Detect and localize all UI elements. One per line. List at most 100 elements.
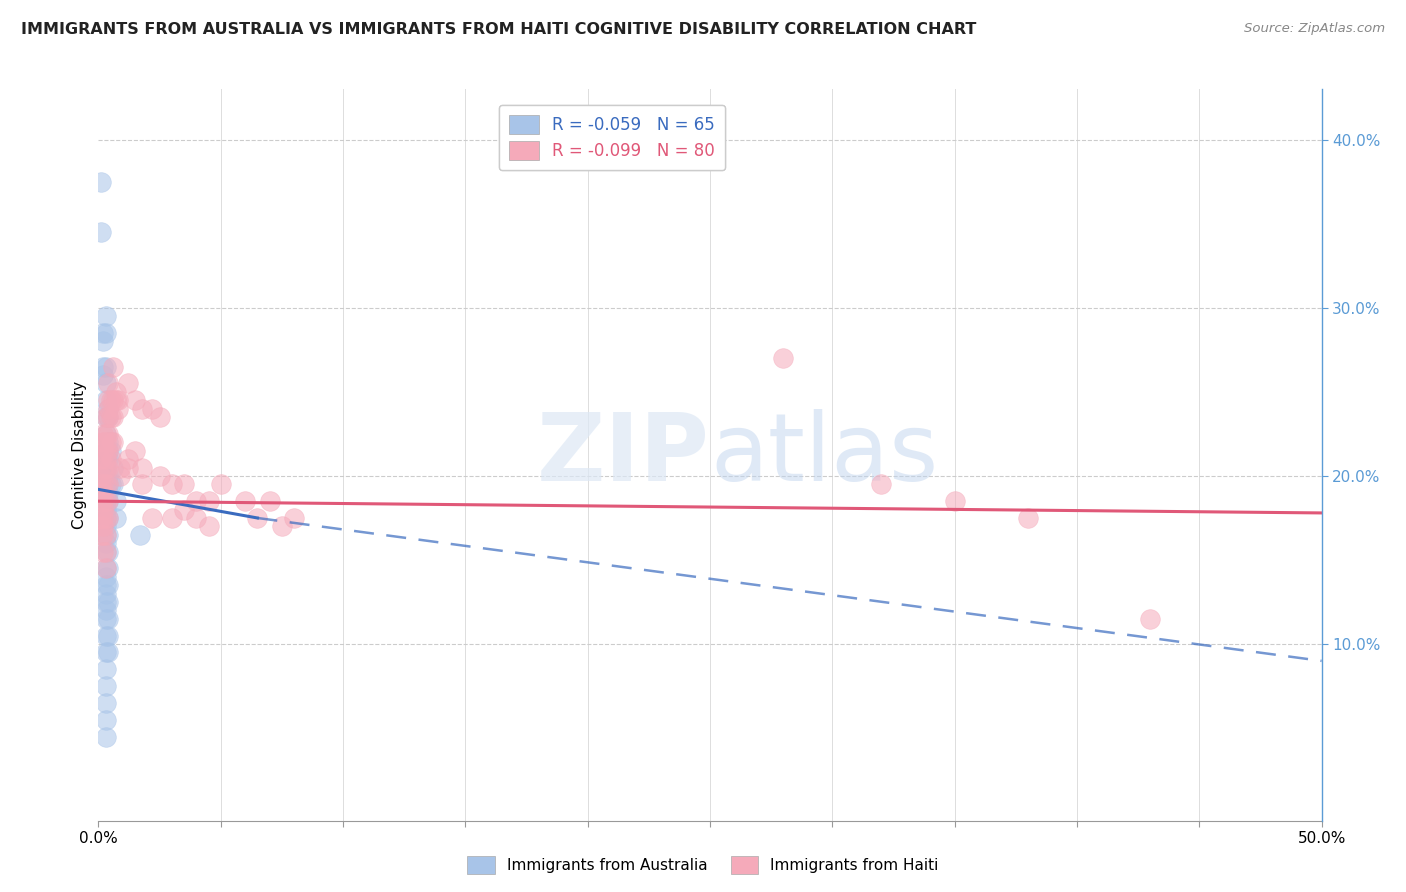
- Point: [97, 435, 120, 450]
- Point: [1017, 511, 1039, 525]
- Point: [90, 528, 112, 542]
- Point: [141, 401, 163, 416]
- Point: [173, 502, 195, 516]
- Point: [100, 435, 122, 450]
- Point: [97, 460, 120, 475]
- Point: [246, 511, 269, 525]
- Point: [97, 528, 120, 542]
- Point: [94, 452, 117, 467]
- Point: [94, 561, 117, 575]
- Point: [90, 469, 112, 483]
- Point: [94, 511, 117, 525]
- Point: [772, 351, 794, 366]
- Point: [186, 511, 208, 525]
- Point: [91, 326, 114, 340]
- Point: [91, 511, 114, 525]
- Point: [97, 494, 120, 508]
- Point: [94, 536, 117, 550]
- Point: [124, 393, 146, 408]
- Point: [94, 485, 117, 500]
- Point: [97, 401, 120, 416]
- Point: [94, 544, 117, 558]
- Point: [90, 175, 112, 189]
- Point: [97, 426, 120, 441]
- Point: [94, 578, 117, 592]
- Point: [94, 460, 117, 475]
- Point: [160, 477, 183, 491]
- Text: atlas: atlas: [710, 409, 938, 501]
- Point: [149, 410, 172, 425]
- Point: [94, 494, 117, 508]
- Point: [129, 528, 152, 542]
- Point: [94, 393, 117, 408]
- Point: [90, 494, 112, 508]
- Point: [97, 612, 120, 626]
- Point: [107, 401, 129, 416]
- Point: [94, 410, 117, 425]
- Point: [97, 477, 120, 491]
- Point: [97, 544, 120, 558]
- Point: [94, 502, 117, 516]
- Point: [91, 528, 114, 542]
- Point: [94, 595, 117, 609]
- Point: [97, 595, 120, 609]
- Point: [197, 494, 219, 508]
- Point: [94, 376, 117, 391]
- Point: [233, 494, 256, 508]
- Point: [94, 519, 117, 533]
- Point: [117, 376, 139, 391]
- Point: [94, 612, 117, 626]
- Point: [97, 629, 120, 643]
- Point: [94, 561, 117, 575]
- Point: [101, 359, 124, 374]
- Point: [97, 561, 120, 575]
- Point: [209, 477, 232, 491]
- Point: [94, 359, 117, 374]
- Point: [91, 443, 114, 458]
- Point: [104, 393, 127, 408]
- Point: [104, 384, 127, 399]
- Point: [943, 494, 966, 508]
- Legend: R = -0.059   N = 65, R = -0.099   N = 80: R = -0.059 N = 65, R = -0.099 N = 80: [499, 105, 725, 170]
- Point: [94, 435, 117, 450]
- Point: [97, 410, 120, 425]
- Point: [270, 519, 294, 533]
- Point: [101, 435, 124, 450]
- Point: [97, 578, 120, 592]
- Point: [91, 502, 114, 516]
- Point: [94, 426, 117, 441]
- Point: [94, 443, 117, 458]
- Point: [97, 376, 120, 391]
- Point: [117, 452, 139, 467]
- Point: [94, 730, 117, 744]
- Point: [101, 460, 124, 475]
- Point: [100, 410, 122, 425]
- Point: [110, 469, 132, 483]
- Point: [94, 477, 117, 491]
- Point: [97, 494, 120, 508]
- Point: [94, 570, 117, 584]
- Point: [91, 426, 114, 441]
- Point: [97, 645, 120, 659]
- Point: [97, 452, 120, 467]
- Point: [91, 477, 114, 491]
- Point: [94, 603, 117, 617]
- Point: [91, 359, 114, 374]
- Point: [97, 443, 120, 458]
- Point: [197, 519, 219, 533]
- Point: [90, 511, 112, 525]
- Point: [97, 477, 120, 491]
- Text: IMMIGRANTS FROM AUSTRALIA VS IMMIGRANTS FROM HAITI COGNITIVE DISABILITY CORRELAT: IMMIGRANTS FROM AUSTRALIA VS IMMIGRANTS …: [21, 22, 976, 37]
- Point: [186, 494, 208, 508]
- Point: [97, 469, 120, 483]
- Point: [100, 452, 122, 467]
- Point: [94, 713, 117, 727]
- Point: [110, 460, 132, 475]
- Point: [94, 679, 117, 693]
- Point: [97, 410, 120, 425]
- Point: [94, 469, 117, 483]
- Point: [101, 410, 124, 425]
- Point: [91, 368, 114, 382]
- Point: [870, 477, 893, 491]
- Point: [259, 494, 281, 508]
